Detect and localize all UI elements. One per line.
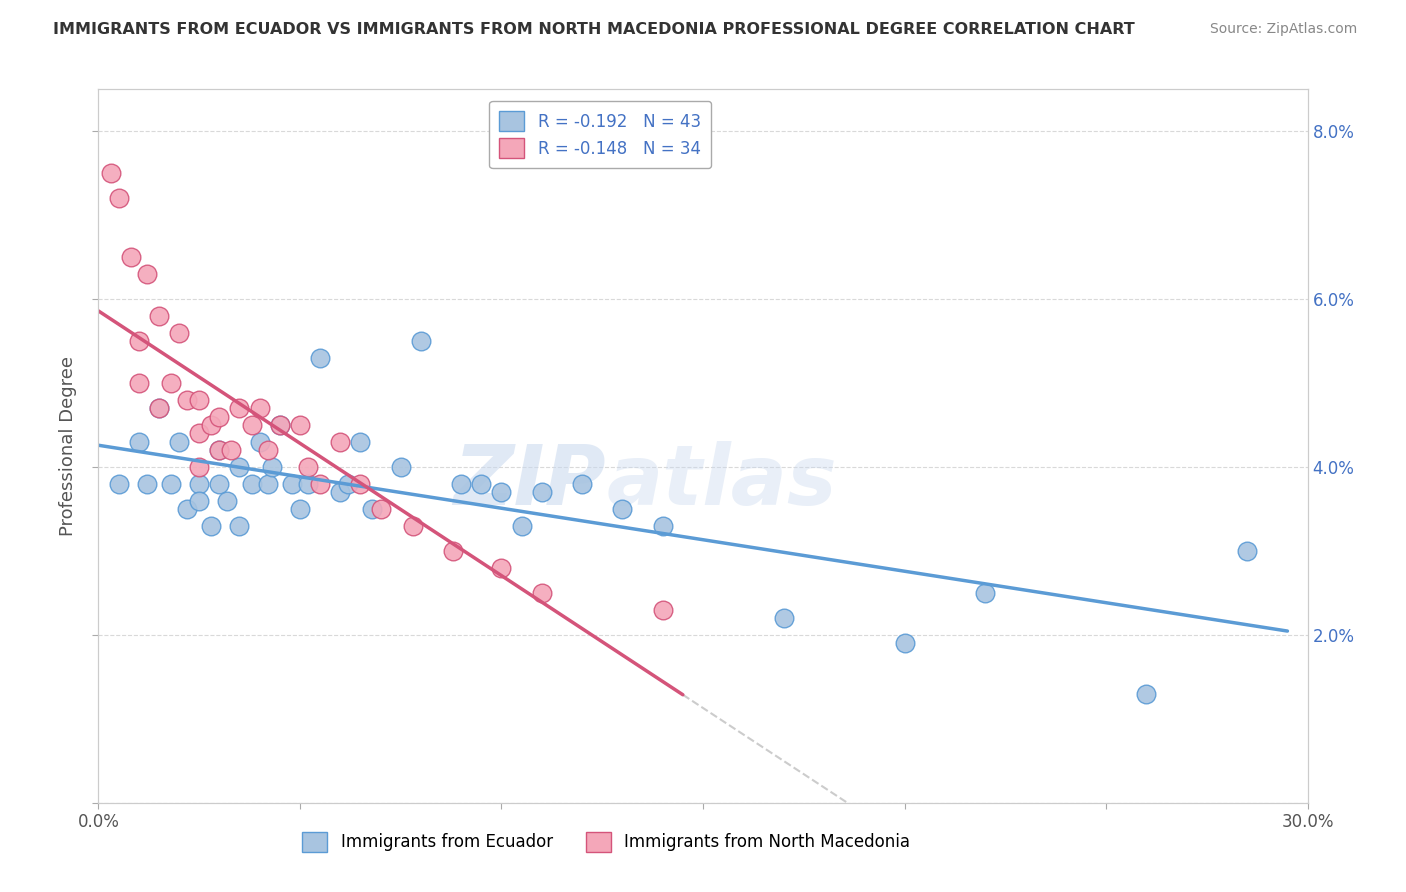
Point: [128, 434, 150, 449]
Point: [135, 267, 157, 281]
Point: [571, 476, 593, 491]
Point: [100, 166, 122, 180]
Point: [148, 401, 170, 416]
Legend: Immigrants from Ecuador, Immigrants from North Macedonia: Immigrants from Ecuador, Immigrants from…: [295, 825, 917, 859]
Point: [288, 417, 311, 432]
Point: [228, 401, 250, 416]
Point: [208, 443, 231, 458]
Point: [107, 476, 129, 491]
Point: [128, 334, 150, 348]
Point: [148, 309, 170, 323]
Point: [772, 611, 794, 625]
Point: [1236, 544, 1258, 558]
Point: [228, 460, 250, 475]
Point: [337, 476, 360, 491]
Point: [228, 518, 250, 533]
Point: [249, 401, 271, 416]
Point: [176, 502, 198, 516]
Point: [208, 476, 231, 491]
Point: [167, 434, 190, 449]
Point: [188, 426, 211, 441]
Point: [188, 460, 211, 475]
Point: [409, 334, 432, 348]
Point: [188, 392, 211, 407]
Point: [510, 518, 533, 533]
Point: [361, 502, 384, 516]
Point: [120, 250, 142, 264]
Point: [208, 443, 231, 458]
Point: [370, 502, 392, 516]
Point: [260, 460, 283, 475]
Point: [491, 485, 513, 500]
Point: [135, 476, 157, 491]
Point: [297, 460, 319, 475]
Point: [329, 434, 352, 449]
Point: [167, 326, 190, 340]
Point: [281, 476, 304, 491]
Point: [240, 476, 263, 491]
Point: [148, 401, 170, 416]
Point: [530, 586, 553, 600]
Point: [530, 485, 553, 500]
Point: [269, 417, 291, 432]
Point: [612, 502, 634, 516]
Point: [309, 351, 332, 365]
Point: [297, 476, 319, 491]
Point: [200, 518, 222, 533]
Point: [893, 636, 915, 650]
Point: [107, 191, 129, 205]
Point: [974, 586, 997, 600]
Point: [329, 485, 352, 500]
Point: [288, 502, 311, 516]
Point: [651, 518, 673, 533]
Point: [188, 493, 211, 508]
Point: [450, 476, 472, 491]
Point: [256, 443, 278, 458]
Point: [208, 409, 231, 424]
Point: [256, 476, 278, 491]
Point: [160, 376, 183, 390]
Point: [221, 443, 243, 458]
Point: [349, 476, 371, 491]
Point: [240, 417, 263, 432]
Point: [217, 493, 239, 508]
Text: atlas: atlas: [606, 442, 837, 522]
Point: [491, 560, 513, 574]
Point: [249, 434, 271, 449]
Point: [651, 603, 673, 617]
Point: [309, 476, 332, 491]
Point: [349, 434, 371, 449]
Point: [269, 417, 291, 432]
Point: [470, 476, 492, 491]
Point: [1135, 687, 1157, 701]
Point: [188, 476, 211, 491]
Text: ZIP: ZIP: [454, 442, 606, 522]
Text: Source: ZipAtlas.com: Source: ZipAtlas.com: [1209, 22, 1357, 37]
Point: [160, 476, 183, 491]
Text: IMMIGRANTS FROM ECUADOR VS IMMIGRANTS FROM NORTH MACEDONIA PROFESSIONAL DEGREE C: IMMIGRANTS FROM ECUADOR VS IMMIGRANTS FR…: [53, 22, 1135, 37]
Point: [402, 518, 425, 533]
Point: [200, 417, 222, 432]
Point: [389, 460, 412, 475]
Point: [176, 392, 198, 407]
Point: [441, 544, 464, 558]
Point: [128, 376, 150, 390]
Y-axis label: Professional Degree: Professional Degree: [59, 356, 77, 536]
